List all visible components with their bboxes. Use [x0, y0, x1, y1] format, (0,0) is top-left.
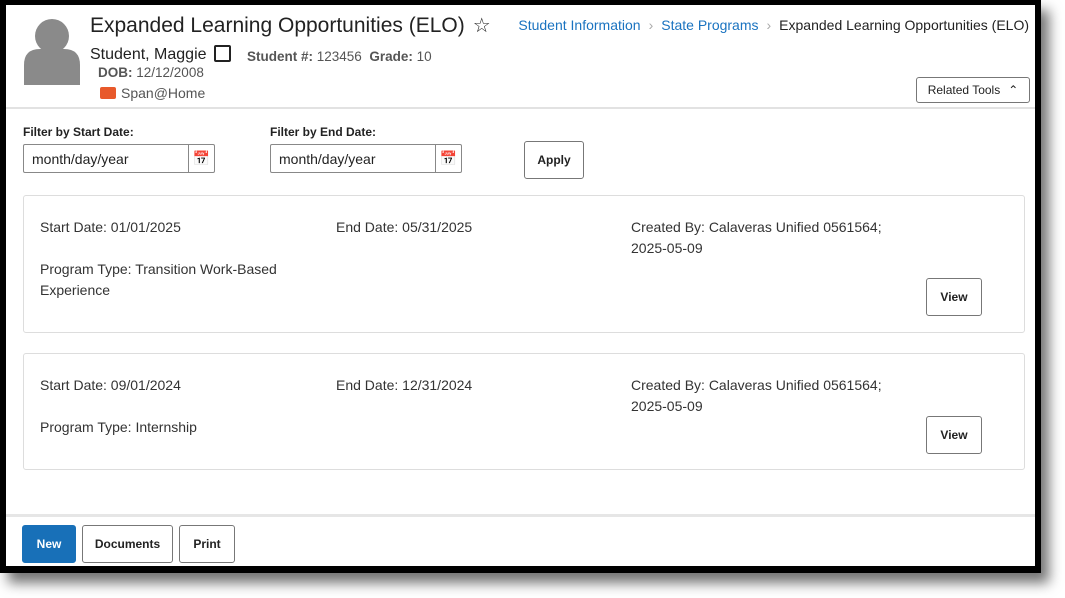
breadcrumb: Student Information › State Programs › Exp…	[516, 16, 1029, 34]
elo-record-card: Start Date: 01/01/2025 End Date: 05/31/2…	[23, 195, 1025, 333]
page-title: Expanded Learning Opportunities (ELO)	[90, 13, 465, 37]
avatar	[24, 19, 80, 85]
documents-button[interactable]: Documents	[82, 525, 173, 563]
chevron-up-icon: ⌃	[1008, 83, 1019, 97]
calendar-icon[interactable]: 📅	[435, 145, 461, 172]
new-button[interactable]: New	[22, 525, 76, 563]
breadcrumb-state-programs[interactable]: State Programs	[661, 17, 759, 33]
id-badge-icon	[100, 87, 116, 99]
start-date-input[interactable]: month/day/year 📅	[23, 144, 215, 173]
end-date: End Date: 12/31/2024	[336, 377, 473, 393]
start-date: Start Date: 09/01/2024	[40, 377, 181, 393]
apply-button[interactable]: Apply	[524, 141, 584, 179]
student-number-value: 123456	[316, 49, 362, 64]
student-number: Student #: 123456 Grade: 10	[247, 49, 432, 64]
footer-divider	[6, 514, 1035, 517]
print-button[interactable]: Print	[179, 525, 235, 563]
end-date-input[interactable]: month/day/year 📅	[270, 144, 462, 173]
end-date-filter-label: Filter by End Date:	[270, 125, 377, 139]
favorite-star-icon[interactable]: ☆	[472, 15, 491, 37]
start-date: Start Date: 01/01/2025	[40, 219, 181, 235]
created-by: Created By: Calaveras Unified 0561564;	[631, 377, 882, 393]
grade-label: Grade:	[369, 49, 413, 64]
start-date-value: month/day/year	[32, 151, 129, 167]
divider	[6, 107, 1035, 109]
program-type: Program Type: Transition Work-Based	[40, 261, 277, 277]
breadcrumb-current: Expanded Learning Opportunities (ELO)	[779, 17, 1029, 33]
title-row: Expanded Learning Opportunities (ELO) ☆	[90, 13, 491, 38]
related-tools-button[interactable]: Related Tools ⌃	[916, 77, 1030, 103]
student-name: Student, Maggie	[90, 46, 207, 63]
program-type: Program Type: Internship	[40, 419, 197, 435]
view-button[interactable]: View	[926, 416, 982, 454]
view-button[interactable]: View	[926, 278, 982, 316]
created-date: 2025-05-09	[631, 398, 703, 414]
chevron-right-icon: ›	[766, 17, 772, 33]
span-at-home-flag: Span@Home	[100, 85, 205, 101]
elo-window: Expanded Learning Opportunities (ELO) ☆ …	[6, 5, 1035, 566]
dob: DOB: 12/12/2008	[98, 65, 204, 80]
created-by: Created By: Calaveras Unified 0561564;	[631, 219, 882, 235]
student-number-label: Student #:	[247, 49, 313, 64]
grade-value: 10	[416, 49, 432, 64]
dob-value: 12/12/2008	[136, 65, 204, 80]
student-contact-card-icon[interactable]	[214, 45, 231, 62]
chevron-right-icon: ›	[648, 17, 654, 33]
start-date-filter-label: Filter by Start Date:	[23, 125, 134, 139]
breadcrumb-student-information[interactable]: Student Information	[518, 17, 641, 33]
dob-label: DOB:	[98, 65, 133, 80]
related-tools-label: Related Tools	[927, 83, 1001, 97]
calendar-icon[interactable]: 📅	[188, 145, 214, 172]
end-date-value: month/day/year	[279, 151, 376, 167]
elo-record-card: Start Date: 09/01/2024 End Date: 12/31/2…	[23, 353, 1025, 470]
program-type-cont: Experience	[40, 282, 111, 298]
span-at-home-label: Span@Home	[121, 85, 206, 101]
created-date: 2025-05-09	[631, 240, 703, 256]
end-date: End Date: 05/31/2025	[336, 219, 473, 235]
